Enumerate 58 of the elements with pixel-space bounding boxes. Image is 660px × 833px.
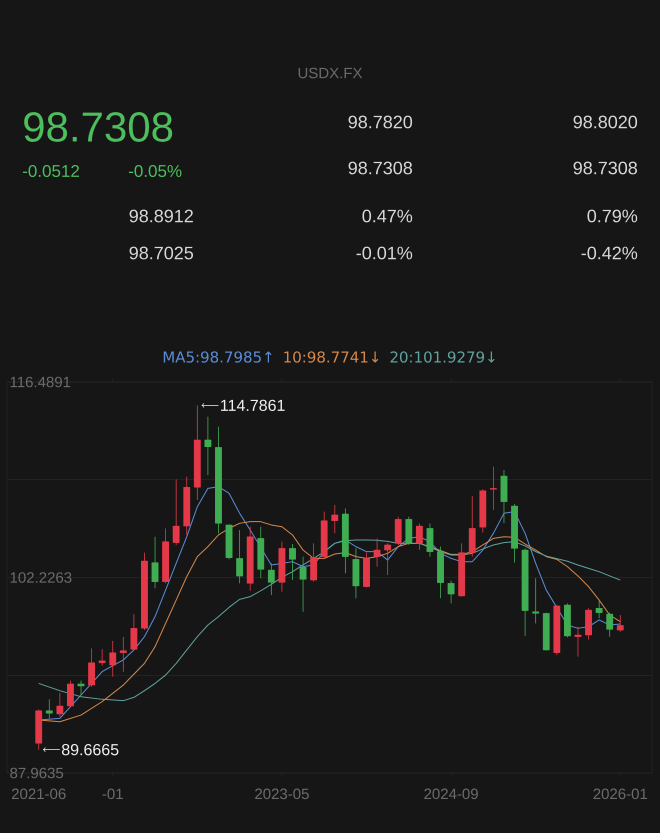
annotation: 114.7861 bbox=[221, 400, 285, 412]
candlestick bbox=[574, 626, 582, 658]
annotation: 89.6665 bbox=[62, 744, 118, 756]
candlestick bbox=[236, 530, 244, 584]
candlestick bbox=[120, 636, 127, 672]
text: 98.7308 bbox=[24, 112, 172, 142]
text: 98.7308 bbox=[574, 162, 638, 174]
candlestick bbox=[310, 542, 318, 582]
text: MA5:98.7985↑ bbox=[164, 351, 272, 363]
text: -0.05% bbox=[128, 164, 182, 178]
text: 0.47% bbox=[362, 210, 412, 222]
chart-title: USDX.FX bbox=[298, 68, 362, 78]
candlestick bbox=[416, 523, 423, 550]
text: -0.0512 bbox=[22, 164, 79, 178]
candlestick bbox=[98, 648, 106, 666]
candlestick bbox=[78, 680, 84, 696]
text: 98.8912 bbox=[130, 210, 193, 222]
x-tick-label: 2026-01 bbox=[594, 788, 648, 800]
candlestick bbox=[109, 640, 116, 678]
text: -0.42% bbox=[582, 246, 638, 260]
candlestick bbox=[448, 580, 455, 604]
candlestick bbox=[384, 542, 392, 576]
candlestick bbox=[46, 698, 53, 719]
candlestick bbox=[606, 612, 614, 638]
candlestick bbox=[300, 556, 306, 612]
candlestick bbox=[172, 478, 180, 546]
text: 98.7820 bbox=[348, 116, 412, 128]
text: -0.01% bbox=[356, 246, 412, 260]
candlestick bbox=[88, 648, 96, 688]
candlestick bbox=[204, 416, 212, 476]
candlestick bbox=[490, 466, 497, 510]
text: 98.7308 bbox=[348, 162, 412, 174]
candlestick bbox=[67, 680, 74, 708]
candlestick bbox=[268, 562, 275, 596]
y-tick-label: 87.9635 bbox=[10, 768, 64, 778]
candlestick bbox=[616, 614, 624, 632]
text: 98.8020 bbox=[574, 116, 638, 128]
candlestick bbox=[394, 516, 402, 546]
x-tick-label: 2024-09 bbox=[424, 788, 478, 800]
candlestick bbox=[56, 692, 64, 718]
candlestick bbox=[152, 536, 158, 589]
candlestick bbox=[596, 600, 603, 619]
candlestick bbox=[289, 544, 296, 580]
candlestick bbox=[374, 538, 380, 568]
x-tick-label: 2021-06 bbox=[12, 788, 66, 800]
x-tick-label: 2023-05 bbox=[255, 788, 309, 800]
candlestick bbox=[426, 523, 434, 558]
text: 20:101.9279↓ bbox=[390, 351, 495, 363]
candlestick bbox=[532, 578, 540, 624]
text: 10:98.7741↓ bbox=[284, 351, 378, 363]
text: 98.7025 bbox=[130, 246, 194, 260]
y-tick-label: 116.4891 bbox=[10, 376, 70, 388]
y-tick-label: 102.2263 bbox=[10, 572, 72, 583]
text: 0.79% bbox=[587, 210, 638, 222]
candlestick bbox=[331, 504, 338, 534]
candlestick bbox=[130, 614, 138, 651]
candlestick bbox=[405, 516, 412, 546]
x-tick-label: -01 bbox=[102, 788, 123, 800]
